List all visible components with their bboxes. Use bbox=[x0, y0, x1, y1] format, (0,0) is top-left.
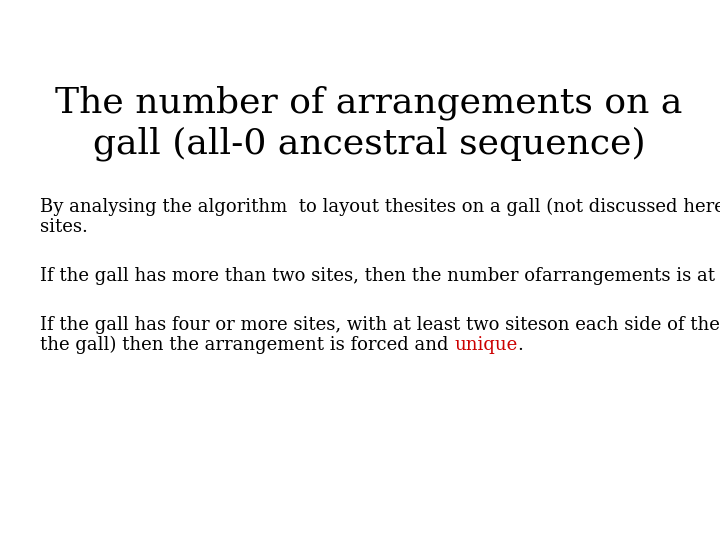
Text: The number of arrangements on a
gall (all-0 ancestral sequence): The number of arrangements on a gall (al… bbox=[55, 85, 683, 161]
Text: By analysing the algorithm  to layout the: By analysing the algorithm to layout the bbox=[40, 198, 415, 216]
Text: If the gall has four or more sites, with at least two sites: If the gall has four or more sites, with… bbox=[40, 316, 547, 334]
Text: .: . bbox=[518, 336, 523, 354]
Text: sites on a gall (not discussed here),  one can: sites on a gall (not discussed here), on… bbox=[415, 198, 720, 216]
Text: If the gall has more than two sites, then the number of: If the gall has more than two sites, the… bbox=[40, 267, 541, 285]
Text: unique: unique bbox=[454, 336, 518, 354]
Text: the gall) then the arrangement is forced and: the gall) then the arrangement is forced… bbox=[40, 336, 454, 354]
Text: arrangements is at most: arrangements is at most bbox=[541, 267, 720, 285]
Text: on each side of the recombination: on each side of the recombination bbox=[547, 316, 720, 334]
Text: sites.: sites. bbox=[40, 218, 88, 236]
